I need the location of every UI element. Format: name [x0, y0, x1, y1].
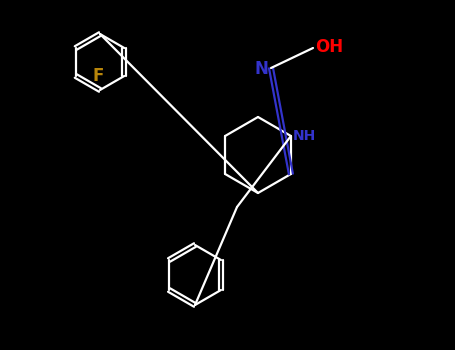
Text: NH: NH	[293, 129, 316, 143]
Text: F: F	[92, 67, 104, 85]
Text: OH: OH	[315, 38, 343, 56]
Text: N: N	[254, 60, 268, 78]
